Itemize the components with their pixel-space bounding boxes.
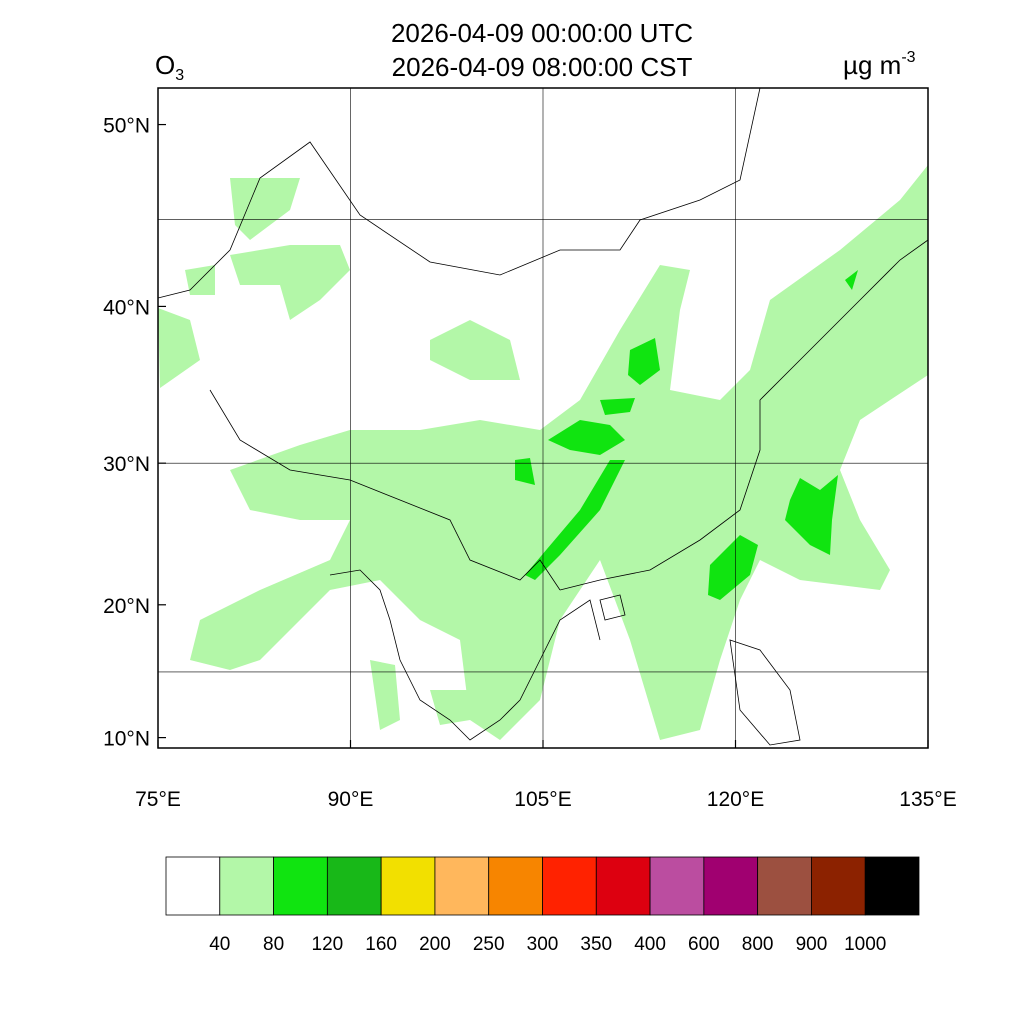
lon-tick-label: 120°E <box>707 788 764 811</box>
colorbar-label: 160 <box>365 934 397 955</box>
colorbar-box <box>811 856 866 916</box>
colorbar-box <box>326 856 382 916</box>
colorbar-label: 900 <box>796 934 828 955</box>
colorbar-label: 200 <box>419 934 451 955</box>
lat-tick-label: 10°N <box>103 728 150 751</box>
lon-tick-label: 105°E <box>514 788 571 811</box>
colorbar-label: 400 <box>634 934 666 955</box>
lat-tick-label: 20°N <box>103 595 150 618</box>
colorbar-box <box>595 856 651 916</box>
colorbar-box <box>273 856 328 916</box>
colorbar-label: 800 <box>742 934 774 955</box>
colorbar-label: 40 <box>209 934 230 955</box>
lon-tick-label: 75°E <box>135 788 181 811</box>
variable-symbol: O <box>155 50 175 80</box>
units-text: µg m <box>843 50 901 80</box>
lat-tick-label: 30°N <box>103 453 150 476</box>
colorbar-label: 80 <box>263 934 284 955</box>
variable-label: O3 <box>155 50 184 84</box>
colorbar-box <box>434 856 490 916</box>
colorbar-label: 600 <box>688 934 720 955</box>
colorbar-label: 1000 <box>844 934 886 955</box>
lat-tick-label: 50°N <box>103 115 150 138</box>
colorbar-box <box>219 856 274 916</box>
colorbar-box <box>864 856 920 916</box>
colorbar-box <box>380 856 436 916</box>
colorbar-box <box>703 856 759 916</box>
boundaries <box>157 87 929 746</box>
colorbar-label: 120 <box>312 934 344 955</box>
title-line: 2026-04-09 00:00:00 UTC <box>391 18 693 48</box>
colorbar-label: 350 <box>580 934 612 955</box>
lon-tick-label: 90°E <box>328 788 374 811</box>
colorbar-box <box>542 856 597 916</box>
colorbar-box <box>649 856 705 916</box>
units-superscript: -3 <box>901 49 915 66</box>
units-label: µg m-3 <box>843 49 916 80</box>
lat-tick-label: 40°N <box>103 296 150 319</box>
lon-tick-label: 135°E <box>899 788 956 811</box>
colorbar-label: 250 <box>473 934 505 955</box>
colorbar-box <box>488 856 543 916</box>
colorbar-box <box>165 856 221 916</box>
colorbar-label: 300 <box>527 934 559 955</box>
colorbar-box <box>757 856 812 916</box>
title-line: 2026-04-09 08:00:00 CST <box>392 52 693 82</box>
ozone-field <box>158 165 928 740</box>
variable-subscript: 3 <box>175 67 184 84</box>
